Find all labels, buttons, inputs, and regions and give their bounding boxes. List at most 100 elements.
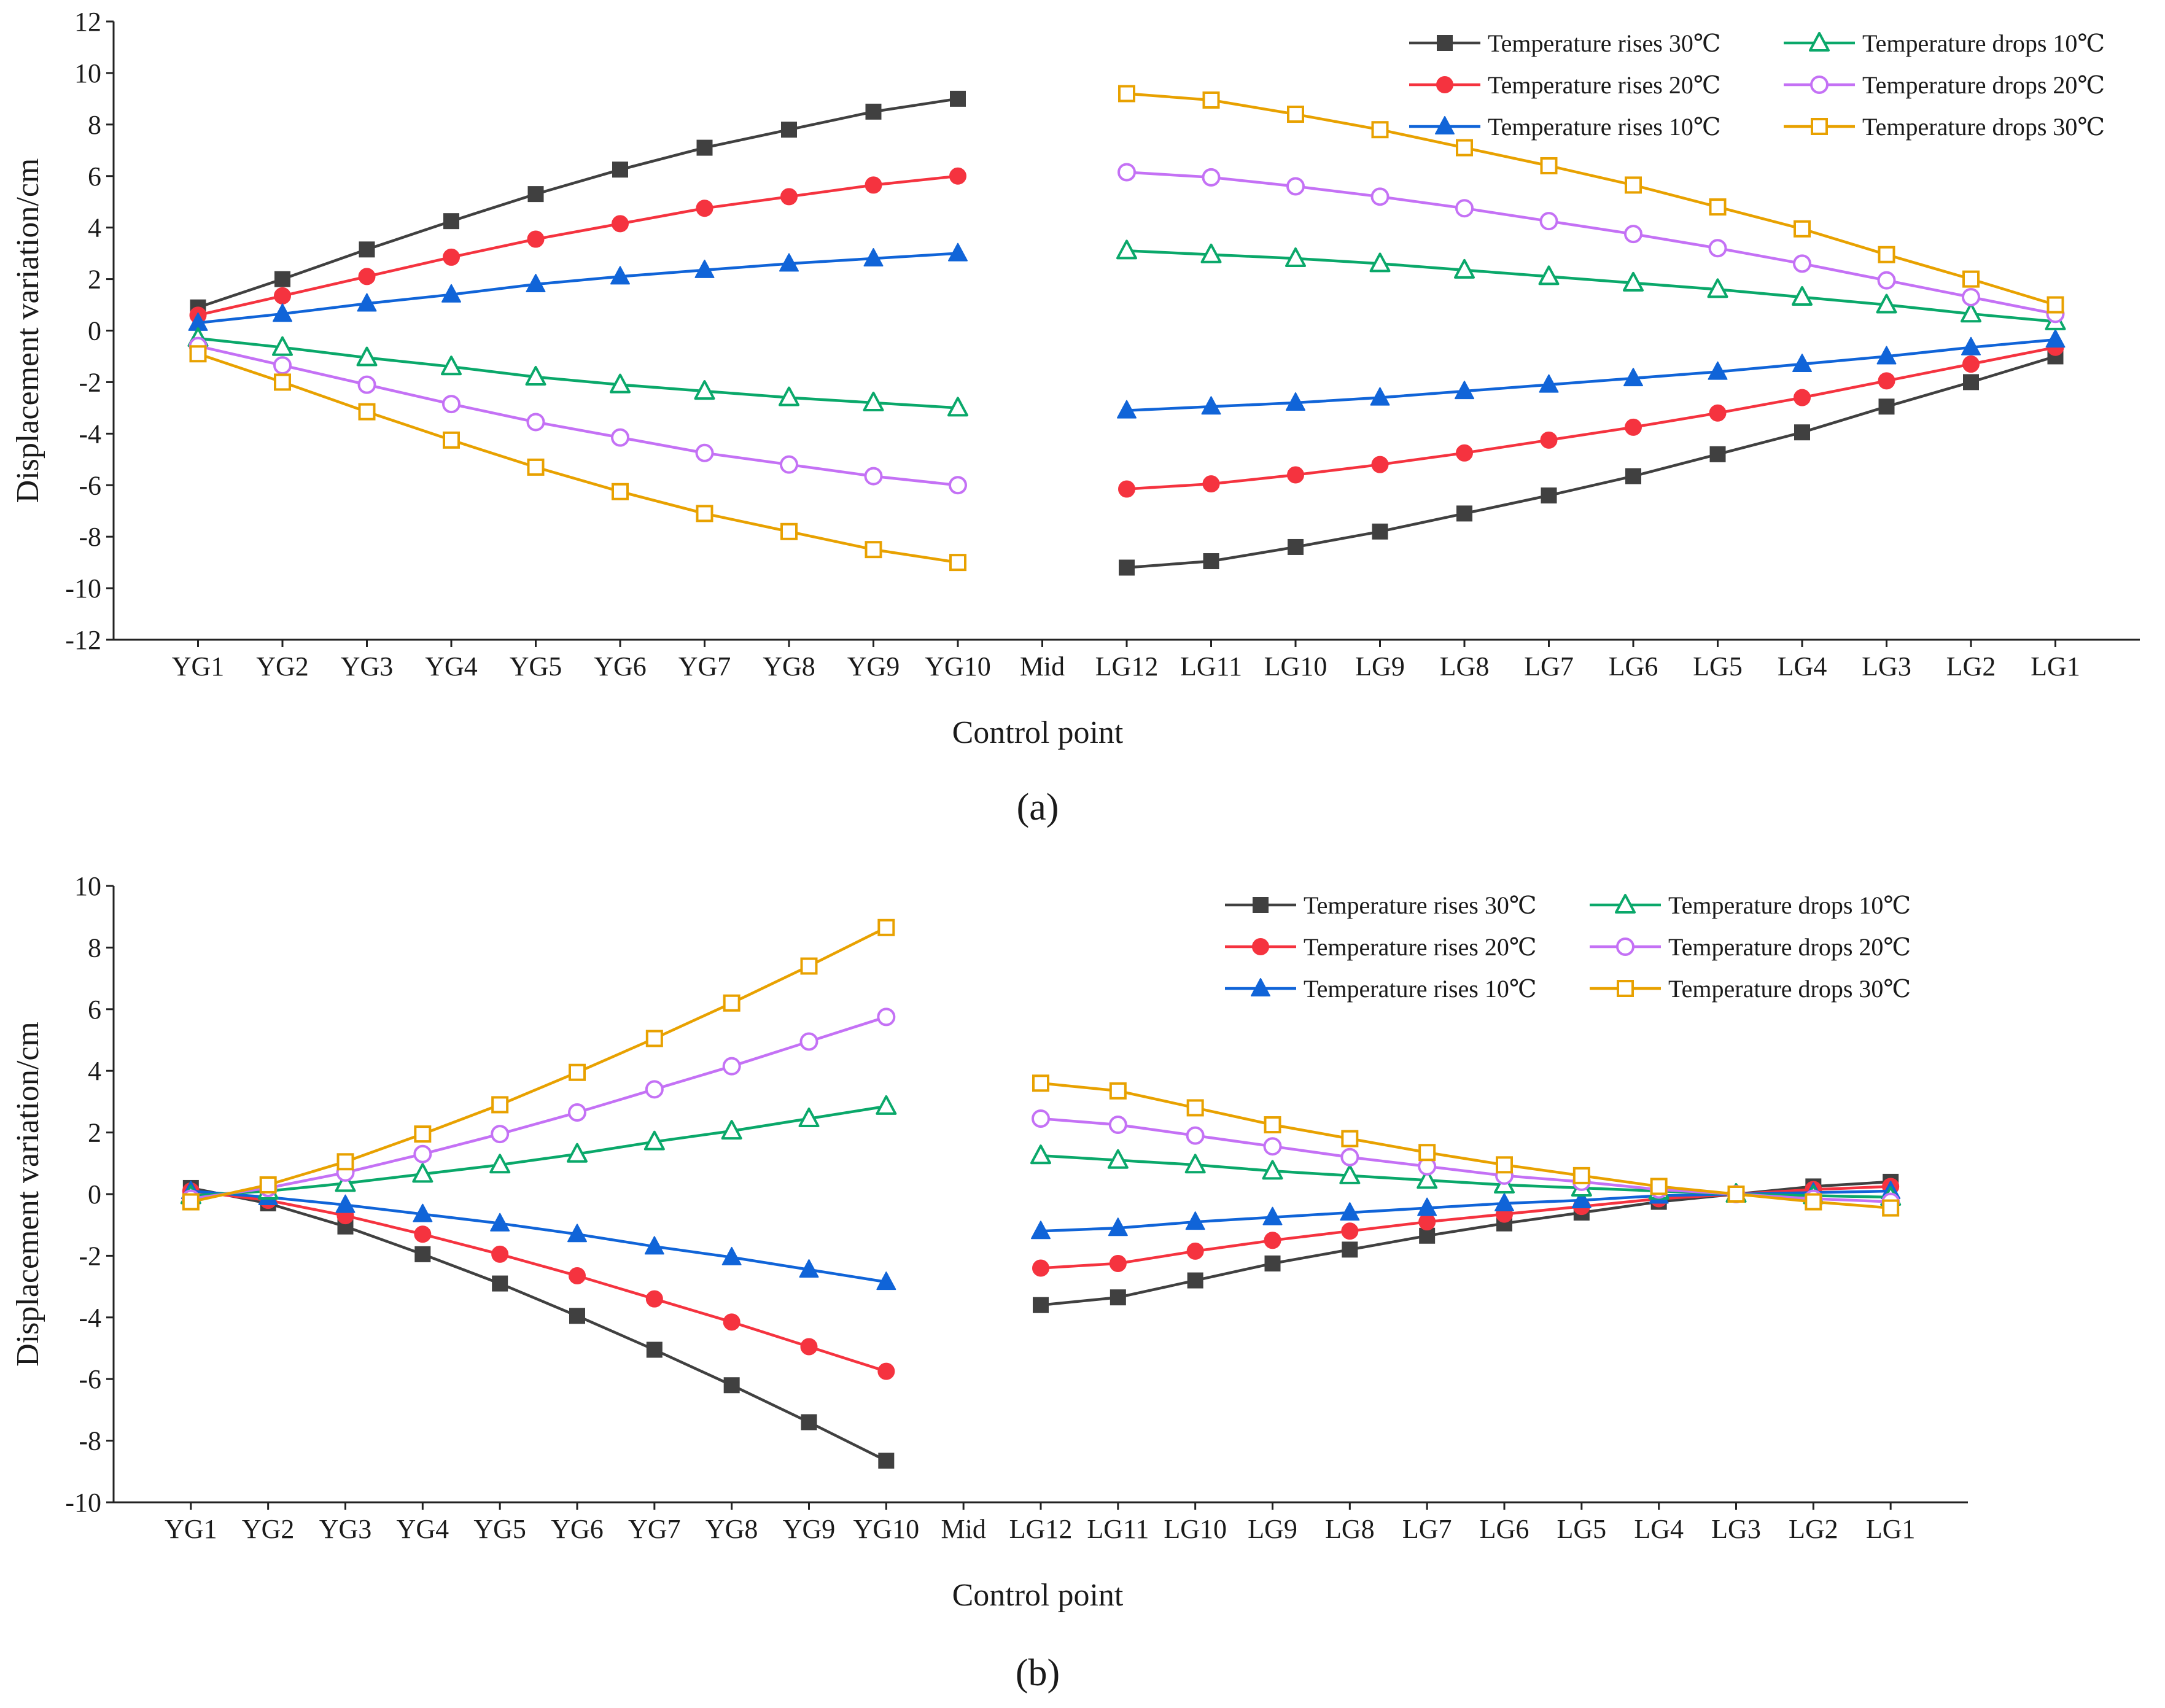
data-point [2045,329,2066,348]
data-point [696,139,713,156]
data-point [1623,271,1644,292]
data-point [1624,225,1642,244]
legend-marker [1811,118,1828,135]
data-point [646,1341,663,1358]
panel-label-a: (a) [1017,786,1059,828]
data-point [1264,1255,1281,1271]
series-line [190,926,887,1203]
series-6 [189,85,2064,572]
series-line [1126,346,2056,491]
data-point [1709,404,1727,422]
series-5 [181,1007,1900,1211]
data-point [800,957,818,975]
x-tick-label: YG8 [763,651,815,681]
data-point [779,253,799,272]
data-point [274,271,290,287]
data-point [1625,468,1641,484]
x-tick-label: YG6 [551,1514,604,1544]
y-tick-label: -10 [65,1488,101,1518]
data-point [413,1203,433,1222]
data-point [1878,372,1895,390]
series-5 [189,163,2065,495]
x-tick-label: YG4 [425,651,478,681]
data-point [948,243,968,262]
legend-marker [1809,32,1830,52]
data-point [781,122,797,138]
data-point [876,1271,896,1291]
legend-marker [1253,897,1269,913]
series-line [1040,1185,1891,1270]
data-point [1108,1217,1128,1236]
y-tick-label: -8 [79,522,101,552]
data-point [1805,1193,1822,1211]
legend-item: Temperature drops 30℃ [1590,975,1911,1003]
y-tick-label: 0 [88,316,101,346]
data-point [414,1125,432,1143]
data-point [273,303,292,322]
data-point [1454,258,1475,279]
legend-label: Temperature rises 20℃ [1488,71,1721,99]
data-point [259,1176,277,1194]
data-point [1116,239,1137,260]
series-line [190,1186,887,1462]
data-point [865,541,882,559]
legend-marker [1252,938,1269,955]
x-tick-label: LG4 [1634,1514,1684,1544]
data-point [696,200,713,217]
y-tick-label: -4 [79,419,101,449]
data-point [491,1125,510,1144]
x-tick-label: LG6 [1609,651,1658,681]
y-tick-label: 2 [88,1118,101,1148]
series-line [190,1189,887,1284]
data-point [1625,418,1642,436]
data-point [527,458,545,476]
data-point [527,230,545,248]
x-tick-label: LG1 [1866,1514,1916,1544]
data-point [1877,271,1896,290]
x-tick-label: LG7 [1402,1514,1452,1544]
data-point [645,1030,663,1047]
data-point [694,259,715,278]
series-line [1126,171,2056,316]
data-point [1625,176,1642,194]
y-tick-label: -2 [79,367,101,397]
data-point [1962,270,1980,288]
legend-item: Temperature rises 10℃ [1409,113,1721,141]
x-tick-label: LG3 [1711,1514,1761,1544]
data-point [1369,252,1391,273]
data-point [489,1154,511,1174]
legend-label: Temperature rises 10℃ [1488,113,1721,141]
x-tick-label: LG6 [1480,1514,1529,1544]
y-tick-label: -4 [79,1303,101,1333]
data-point [1961,303,1981,323]
data-point [1963,374,1979,390]
data-point [1727,1186,1745,1203]
data-point [274,287,291,305]
data-point [1185,1211,1205,1230]
legend-item: Temperature rises 30℃ [1409,29,1721,57]
data-point [1456,139,1473,157]
data-point [1109,1254,1127,1272]
data-point [1794,424,1810,441]
legend-marker [1617,980,1634,997]
x-tick-label: LG12 [1009,1514,1073,1544]
data-point [800,1338,818,1356]
data-point [801,1414,817,1430]
x-tick-label: YG7 [628,1514,681,1544]
data-point [696,505,713,522]
legend-item: Temperature rises 10℃ [1225,975,1537,1003]
x-tick-label: LG8 [1325,1514,1375,1544]
data-point [721,1246,742,1265]
data-point [568,1103,586,1122]
y-axis-title: Displacement variation/cm [10,158,45,503]
data-point [1418,1213,1436,1231]
data-point [1496,1156,1513,1174]
legend-item: Temperature drops 30℃ [1784,113,2105,141]
legend-label: Temperature drops 20℃ [1668,933,1911,961]
legend-marker [1251,978,1270,996]
data-point [1288,538,1304,555]
data-point [443,431,460,449]
y-tick-label: 2 [88,265,101,295]
legend-marker [1435,116,1455,134]
